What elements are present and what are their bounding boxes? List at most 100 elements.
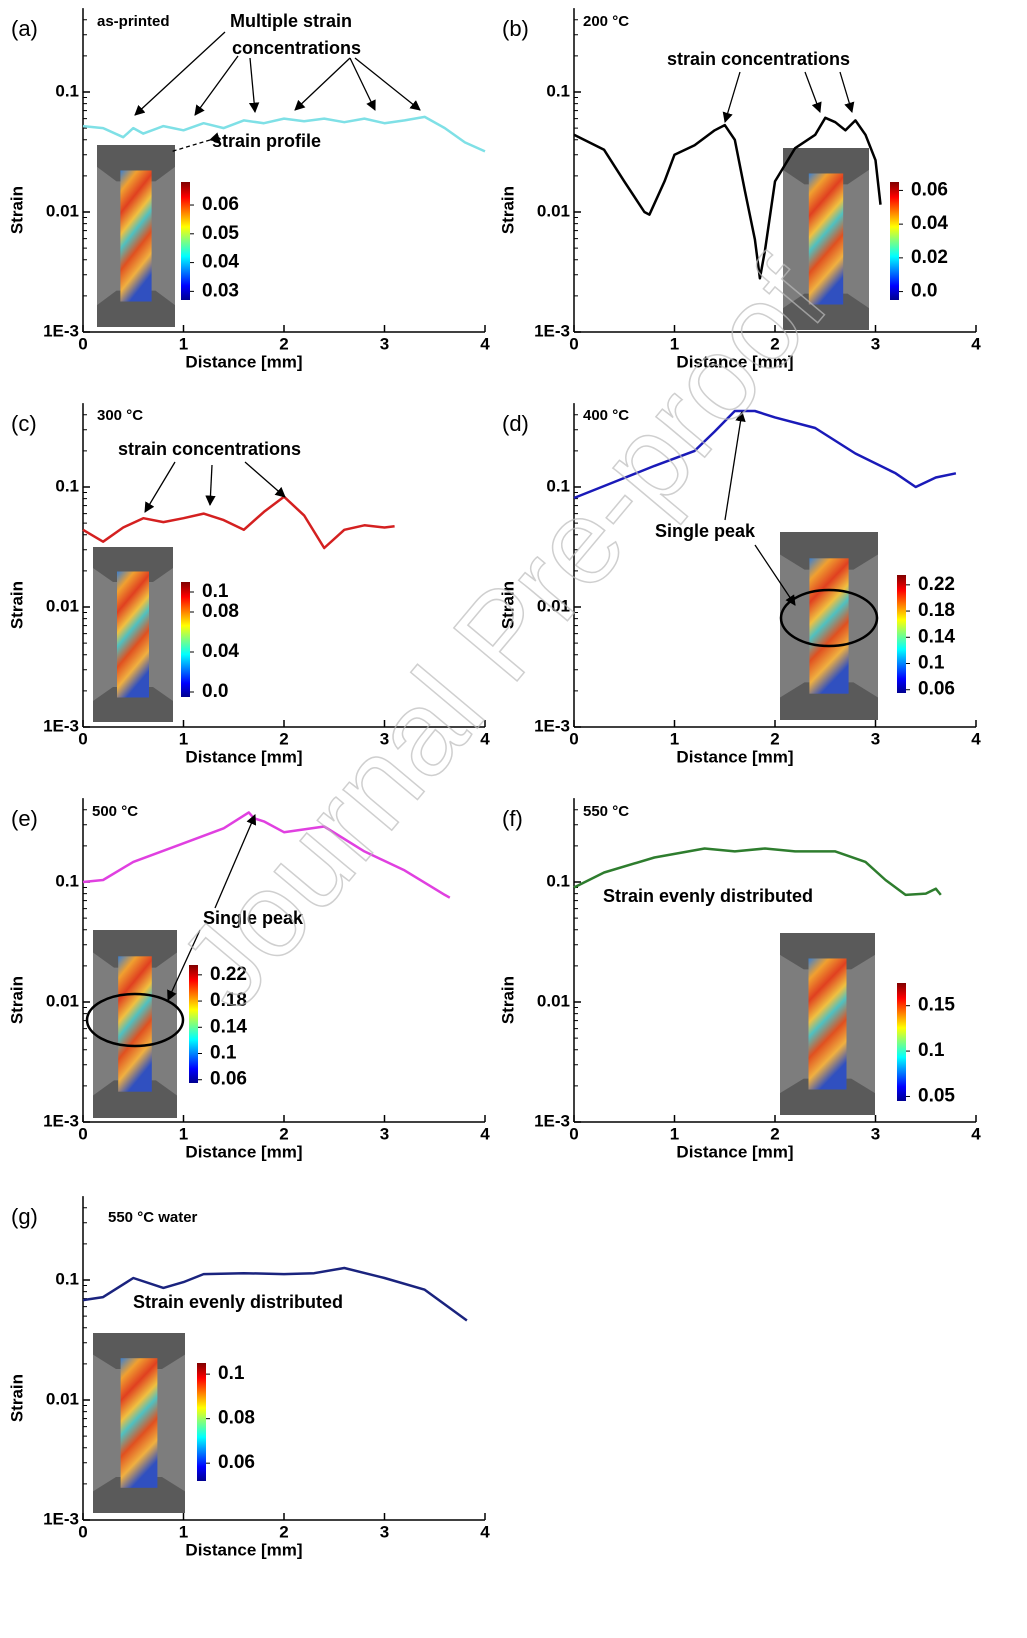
y-tick-label: 0.01: [46, 1389, 79, 1408]
x-tick-label: 1: [179, 334, 188, 353]
y-tick-label: 0.01: [537, 991, 570, 1010]
panel-subtitle: 200 °C: [583, 13, 629, 30]
x-tick-label: 2: [770, 334, 779, 353]
colorbar: [897, 983, 906, 1101]
inset-strain-map: [808, 958, 847, 1090]
annotation-arrow: [354, 57, 421, 111]
colorbar-tick-label: 0.0: [202, 681, 228, 702]
y-tick-label: 0.1: [55, 871, 79, 890]
panel-subtitle: 500 °C: [92, 803, 138, 820]
highlight-ellipse: [779, 588, 879, 648]
x-tick-label: 0: [569, 1124, 578, 1143]
inset-grip: [783, 148, 869, 185]
x-tick-label: 2: [279, 729, 288, 748]
y-tick-label: 0.01: [537, 596, 570, 615]
colorbar-tick-label: 0.08: [218, 1408, 255, 1429]
annotation-arrow: [144, 461, 176, 513]
annotation-arrow: [804, 71, 822, 113]
panel: 1E-3 0.01 0.1 0 1 2 3 4 Distance [mm] Strain (g) 55…: [7, 1196, 490, 1559]
y-axis-label: Strain: [7, 976, 26, 1024]
y-tick-label: 1E-3: [534, 321, 570, 340]
inset-strain-map: [117, 571, 149, 698]
inset-grip: [780, 933, 875, 970]
annotation-arrow: [134, 31, 226, 116]
y-axis-label: Strain: [498, 976, 517, 1024]
y-axis-label: Strain: [7, 186, 26, 234]
y-tick-label: 1E-3: [43, 321, 79, 340]
panel-label: (d): [502, 411, 529, 436]
y-tick-label: 0.01: [46, 596, 79, 615]
y-tick-label: 1E-3: [534, 1111, 570, 1130]
x-tick-label: 4: [480, 729, 490, 748]
annotation-arrow: [839, 71, 855, 113]
x-tick-label: 3: [380, 729, 389, 748]
y-tick-label: 0.1: [55, 81, 79, 100]
y-tick-label: 1E-3: [43, 1509, 79, 1528]
panel-label: (g): [11, 1204, 38, 1229]
colorbar-tick-label: 0.05: [202, 223, 239, 244]
colorbar: [181, 182, 190, 300]
x-tick-label: 3: [380, 334, 389, 353]
colorbar-tick-label: 0.22: [918, 574, 955, 595]
inset-grip: [780, 532, 878, 570]
annotation-arrow: [349, 57, 376, 111]
y-tick-label: 0.01: [46, 991, 79, 1010]
inset-grip: [93, 687, 173, 722]
colorbar-tick-label: 0.1: [918, 653, 945, 674]
panel-label: (c): [11, 411, 37, 436]
y-tick-label: 0.01: [46, 201, 79, 220]
x-tick-label: 1: [670, 1124, 679, 1143]
x-tick-label: 3: [871, 1124, 880, 1143]
inset-strain-map: [120, 1358, 158, 1488]
annotation: Single peak: [655, 521, 756, 541]
x-axis-label: Distance [mm]: [185, 747, 302, 766]
inset-grip: [93, 547, 173, 582]
panel-label: (a): [11, 16, 38, 41]
y-tick-label: 1E-3: [534, 716, 570, 735]
inset-grip: [780, 1078, 875, 1115]
annotation-arrow: [214, 814, 257, 909]
panel-label: (f): [502, 806, 523, 831]
panel: 1E-3 0.01 0.1 0 1 2 3 4 Distance [mm] Strain (c) 30…: [7, 403, 490, 766]
panel-label: (b): [502, 16, 529, 41]
strain-line: [82, 1266, 468, 1322]
panel: 1E-3 0.01 0.1 0 1 2 3 4 Distance [mm] Strain (b) 20…: [498, 8, 981, 371]
x-tick-label: 1: [179, 1522, 188, 1541]
colorbar-tick-label: 0.0: [911, 281, 937, 302]
panel-subtitle: as-printed: [97, 13, 170, 30]
x-axis-label: Distance [mm]: [185, 352, 302, 371]
y-axis-label: Strain: [498, 581, 517, 629]
x-tick-label: 3: [380, 1522, 389, 1541]
annotation: strain concentrations: [667, 49, 850, 69]
x-axis-label: Distance [mm]: [676, 1142, 793, 1161]
y-tick-label: 0.1: [546, 476, 570, 495]
panel-label: (e): [11, 806, 38, 831]
inset-grip: [780, 682, 878, 720]
inset-grip: [93, 930, 177, 968]
colorbar-tick-label: 0.18: [918, 600, 955, 621]
panel: 1E-3 0.01 0.1 0 1 2 3 4 Distance [mm] Strain (f) 55…: [498, 798, 981, 1161]
x-tick-label: 4: [971, 334, 981, 353]
strain-line: [82, 811, 451, 899]
strain-line: [573, 116, 882, 280]
panel-subtitle: 400 °C: [583, 407, 629, 424]
annotation-arrow: [244, 461, 286, 498]
colorbar-tick-label: 0.14: [210, 1016, 247, 1037]
inset-strain-map: [120, 170, 152, 302]
y-axis-label: Strain: [7, 1374, 26, 1422]
strain-line: [573, 847, 942, 897]
y-tick-label: 1E-3: [43, 1111, 79, 1130]
colorbar-tick-label: 0.1: [218, 1363, 245, 1384]
x-tick-label: 4: [971, 1124, 981, 1143]
colorbar-tick-label: 0.22: [210, 964, 247, 985]
x-tick-label: 1: [670, 334, 679, 353]
annotation-arrow: [294, 57, 351, 111]
x-tick-label: 3: [380, 1124, 389, 1143]
annotation-arrow: [722, 71, 741, 123]
x-tick-label: 0: [78, 729, 87, 748]
x-axis-label: Distance [mm]: [185, 1142, 302, 1161]
x-tick-label: 2: [770, 729, 779, 748]
colorbar-tick-label: 0.15: [918, 995, 955, 1016]
x-tick-label: 1: [670, 729, 679, 748]
